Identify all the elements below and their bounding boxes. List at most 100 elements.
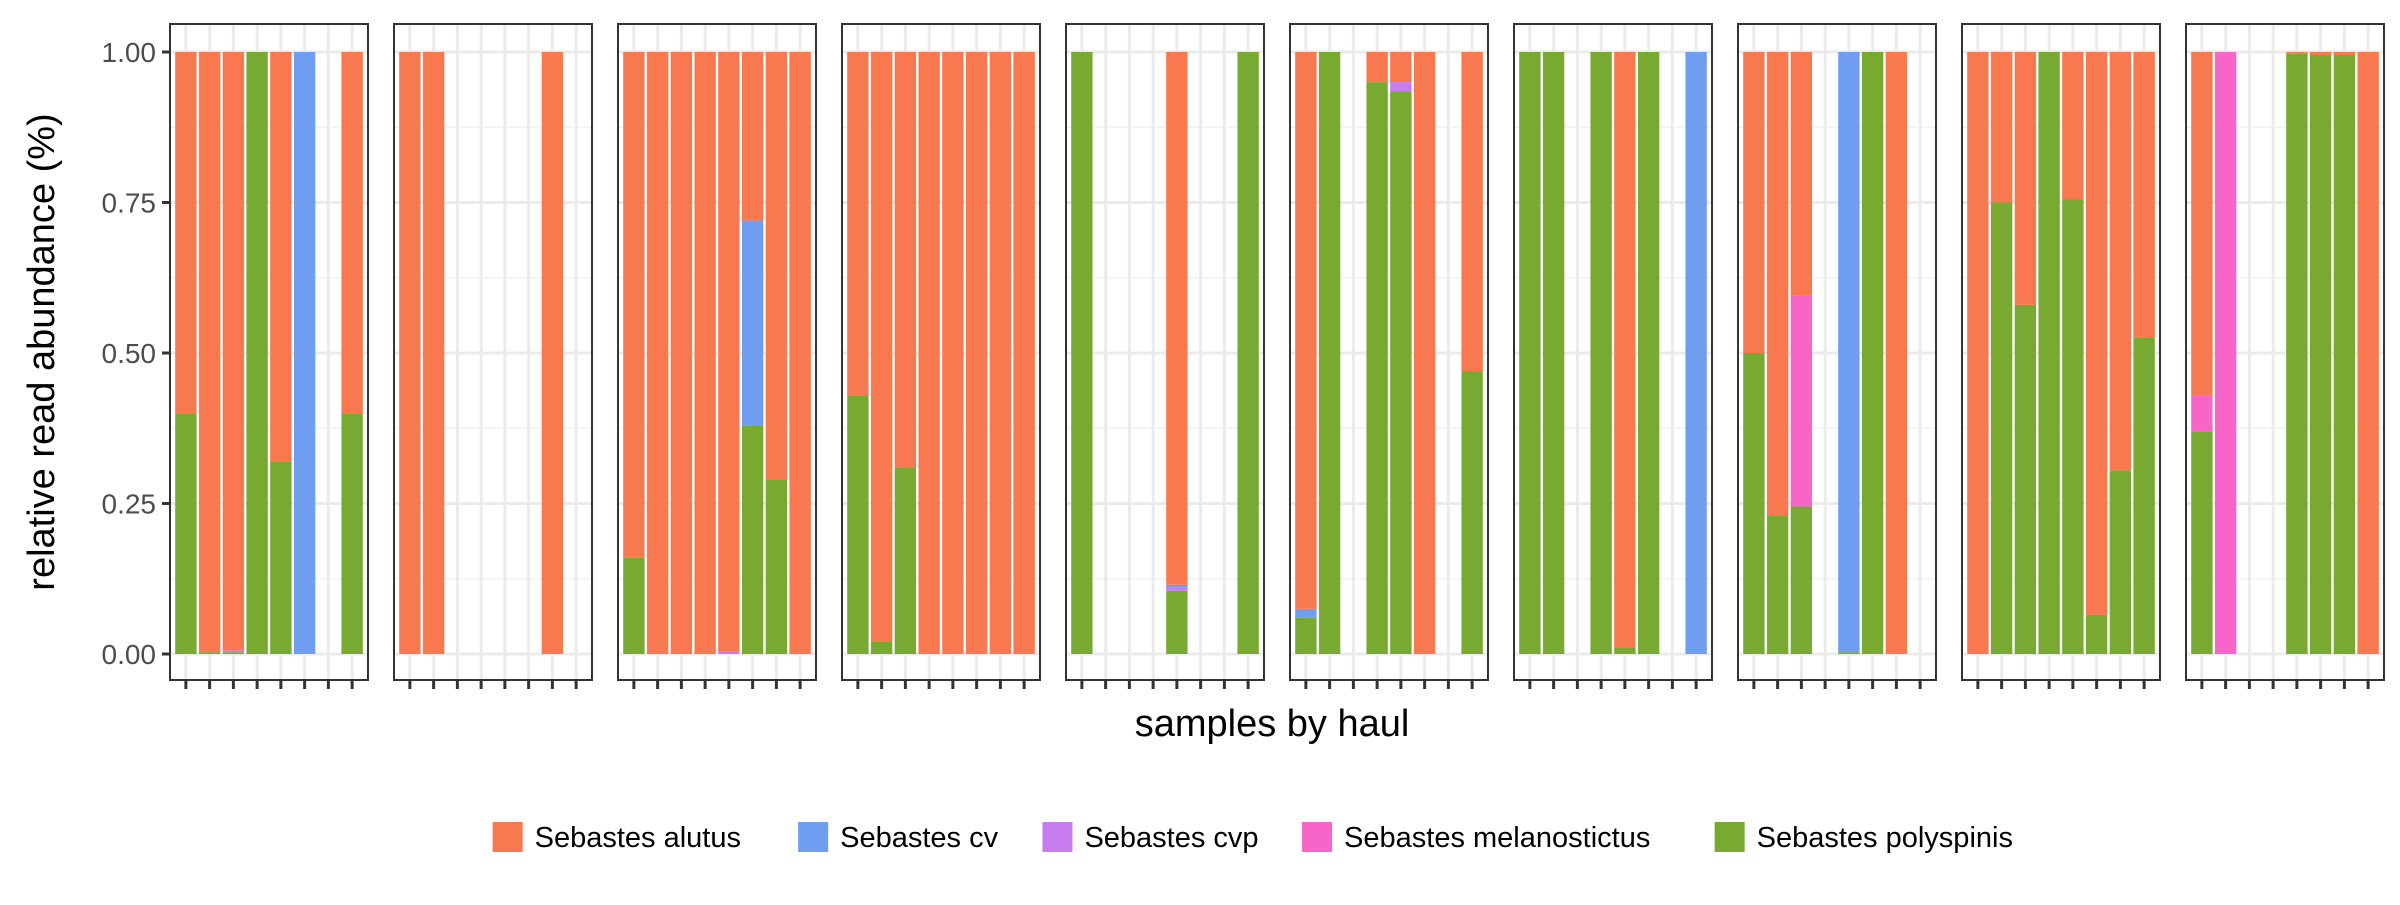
bar-segment: [2191, 52, 2213, 396]
legend-key: [1714, 822, 1745, 852]
bar-segment: [222, 650, 245, 653]
bar-segment: [1614, 52, 1636, 648]
bar-segment: [870, 641, 893, 654]
legend-item: Sebastes cv: [798, 822, 999, 854]
bar-segment: [222, 652, 245, 654]
bar-segment: [2286, 53, 2308, 654]
y-tick-label: 0.25: [102, 489, 157, 520]
bar-segment: [965, 52, 988, 654]
bar-segment: [623, 557, 645, 654]
bar-segment: [870, 52, 893, 642]
bar-segment: [399, 52, 421, 654]
bar-segment: [1166, 587, 1188, 591]
bar-segment: [1295, 52, 1317, 609]
legend-key: [492, 822, 523, 852]
y-tick-label: 0.75: [102, 188, 157, 219]
bar-segment: [741, 425, 764, 654]
bar-segment: [2214, 52, 2237, 654]
facet-panel: [2185, 23, 2385, 689]
bar-segment: [1790, 52, 1813, 296]
bar-segment: [623, 52, 645, 558]
bar-segment: [2085, 52, 2108, 615]
bar-segment: [1295, 617, 1317, 654]
bar-segment: [2085, 614, 2108, 654]
bar-segment: [894, 467, 917, 654]
panel-border: [1737, 23, 1937, 681]
bar-segment: [198, 52, 221, 653]
bar-segment: [1390, 82, 1412, 92]
legend-key: [798, 822, 829, 852]
panel-border: [1513, 23, 1713, 681]
bar-segment: [1637, 52, 1660, 654]
legend-label: Sebastes cv: [840, 822, 998, 854]
bar-segment: [341, 52, 363, 414]
bar-segment: [718, 52, 740, 651]
panel-border: [2185, 23, 2385, 681]
bar-segment: [2333, 55, 2356, 654]
bar-segment: [1790, 506, 1813, 654]
bar-segment: [2062, 52, 2084, 200]
legend-label: Sebastes melanostictus: [1344, 822, 1650, 854]
bar-segment: [718, 650, 740, 654]
bar-segment: [222, 52, 245, 651]
bar-segment: [2014, 304, 2037, 654]
legend-item: Sebastes melanostictus: [1302, 822, 1650, 854]
bar-segment: [847, 52, 869, 396]
panels-layer: [169, 23, 2385, 689]
legend-label: Sebastes polyspinis: [1757, 822, 2013, 854]
bar-segment: [741, 52, 764, 221]
bar-segment: [293, 52, 316, 654]
bar-segment: [2109, 52, 2132, 471]
facet-panel: [1289, 23, 1489, 689]
bar-segment: [1166, 584, 1188, 588]
bar-segment: [1590, 52, 1612, 654]
bar-segment: [789, 52, 811, 654]
facet-panel: [1961, 23, 2161, 689]
x-axis-label: samples by haul: [1135, 703, 1410, 745]
bar-segment: [1766, 52, 1789, 516]
bar-segment: [270, 52, 292, 462]
bar-segment: [942, 52, 964, 654]
bar-segment: [1237, 52, 1259, 654]
bar-segment: [2191, 431, 2213, 654]
panel-border: [1289, 23, 1489, 681]
bar-segment: [1542, 52, 1565, 654]
bar-segment: [765, 479, 788, 654]
bar-segment: [1790, 295, 1813, 507]
bar-segment: [198, 652, 221, 654]
bar-segment: [1166, 52, 1188, 585]
bar-segment: [1413, 52, 1436, 654]
bar-segment: [741, 220, 764, 426]
bar-segment: [765, 52, 788, 480]
legend-key: [1302, 822, 1333, 852]
bar-segment: [270, 461, 292, 654]
bar-segment: [1885, 52, 1908, 654]
bar-segment: [1838, 52, 1860, 653]
bar-segment: [1990, 52, 2013, 203]
bar-segment: [2014, 52, 2037, 305]
y-tick-label: 0.00: [102, 639, 157, 670]
bar-segment: [847, 395, 869, 654]
panel-border: [617, 23, 817, 681]
bar-segment: [1861, 52, 1884, 654]
bar-segment: [1967, 52, 1989, 654]
bar-segment: [2133, 337, 2155, 654]
legend-item: Sebastes alutus: [492, 822, 741, 854]
panel-border: [1961, 23, 2161, 681]
y-tick-label: 0.50: [102, 338, 157, 369]
bar-segment: [1390, 91, 1412, 654]
facet-panel: [617, 23, 817, 689]
facet-panel: [393, 23, 593, 689]
bar-segment: [894, 52, 917, 468]
bar-segment: [2133, 52, 2155, 338]
bar-segment: [1366, 52, 1388, 83]
panel-border: [841, 23, 1041, 681]
legend: Sebastes alutus Sebastes cv Sebastes cvp Se…: [492, 822, 2013, 854]
legend-key: [1042, 822, 1073, 852]
legend-label: Sebastes cvp: [1084, 822, 1258, 854]
legend-item: Sebastes polyspinis: [1714, 822, 2013, 854]
bar-segment: [1390, 52, 1412, 83]
bar-segment: [2062, 199, 2084, 655]
panel-border: [1065, 23, 1265, 681]
